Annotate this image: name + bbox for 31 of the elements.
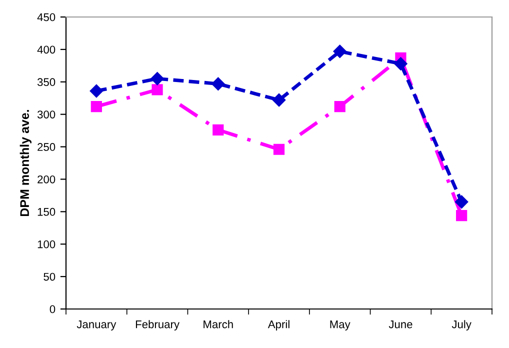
x-tick-label: February: [136, 320, 180, 330]
y-tick-label: 150: [38, 208, 56, 216]
x-tick-label: January: [76, 320, 116, 330]
y-tick-label: 200: [38, 175, 56, 184]
y-tick-label: 300: [37, 110, 56, 118]
point: [90, 100, 102, 112]
y-tick-label: 0: [50, 305, 56, 314]
point: [273, 144, 285, 155]
point: [333, 44, 346, 58]
y-axis-title: DPM monthly ave.: [20, 110, 32, 216]
point: [454, 195, 468, 209]
point: [90, 84, 104, 98]
point: [212, 124, 224, 136]
point: [334, 100, 346, 112]
x-tick-label: June: [388, 320, 412, 328]
y-tick-label: 400: [37, 46, 56, 54]
x-tick-label: March: [204, 320, 233, 328]
point: [150, 72, 164, 86]
y-tick-label: 250: [38, 143, 56, 151]
y-tick-label: 100: [38, 240, 56, 248]
y-tick-label: 350: [37, 78, 56, 86]
x-tick-label: July: [452, 320, 472, 330]
point: [272, 93, 286, 107]
x-tick-label: April: [268, 320, 290, 330]
point: [152, 84, 163, 96]
y-tick-label: 450: [37, 13, 56, 22]
point: [456, 210, 468, 222]
point: [212, 77, 225, 90]
x-tick-label: May: [330, 320, 350, 330]
y-tick-label: 50: [44, 272, 56, 281]
point: [394, 57, 408, 70]
